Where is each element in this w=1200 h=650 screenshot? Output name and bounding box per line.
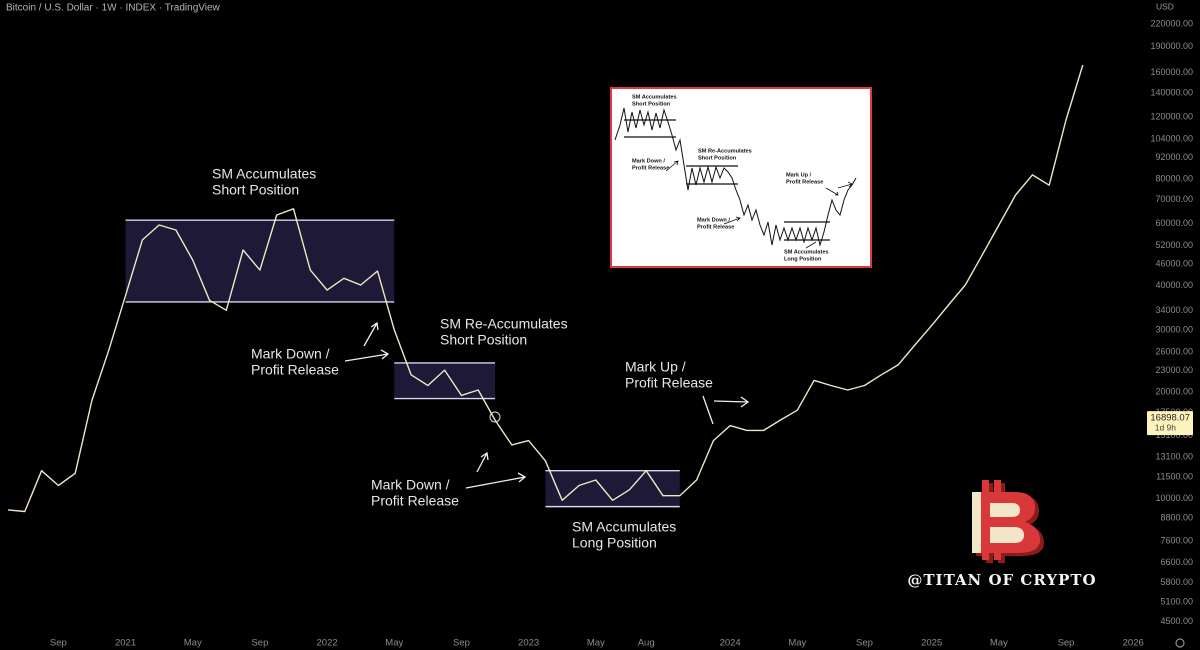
y-tick-label: 120000.00 [1150,111,1193,121]
zone-label: Long Position [572,535,657,551]
inset-frame [610,87,872,268]
price-label: 16898.07 [1150,413,1190,424]
y-tick-label: 46000.00 [1155,259,1193,269]
inset-label: Profit Release [697,224,734,230]
x-tick-label: Sep [1058,638,1075,649]
logo [972,480,1044,563]
settings-icon [1175,638,1185,648]
x-tick-label: 2024 [720,638,741,649]
x-tick-label: May [587,638,605,649]
inset-label: Short Position [632,101,671,107]
zone-label: SM Re-Accumulates [440,316,568,332]
x-tick-label: May [990,638,1008,649]
y-tick-label: 5100.00 [1160,597,1193,607]
y-tick-label: 34000.00 [1155,305,1193,315]
zone-label: Short Position [440,332,527,348]
y-tick-label: 140000.00 [1150,88,1193,98]
y-tick-label: 20000.00 [1155,387,1193,397]
y-tick-label: 80000.00 [1155,174,1193,184]
y-tick-label: 160000.00 [1150,67,1193,77]
x-tick-label: Sep [856,638,873,649]
y-tick-label: 190000.00 [1150,41,1193,51]
plot-layer [7,64,1084,513]
y-tick-label: 7600.00 [1160,535,1193,545]
zone-label: Short Position [212,182,299,198]
x-tick-label: 2021 [115,638,136,649]
x-tick-label: May [184,638,202,649]
chart-title: Bitcoin / U.S. Dollar · 1W · INDEX · Tra… [6,3,221,14]
inset-arrow [665,160,679,172]
annotation: Mark Up / [625,359,686,375]
zone-label: SM Accumulates [212,166,316,182]
inset-label: Long Position [784,256,822,262]
y-tick-label: 11500.00 [1156,472,1193,482]
arrow [465,472,527,489]
inset-arrow [837,181,853,189]
y-tick-label: 52000.00 [1155,240,1193,250]
inset: SM Accumulates Short Position SM Re-Accu… [610,87,872,268]
price-line [7,64,1084,513]
arrow [344,349,390,362]
zones-layer [125,219,680,508]
x-tick-label: 2025 [921,638,942,649]
countdown-label: 1d 9h [1155,422,1177,432]
watermark: @TITAN OF CRYPTO [907,571,1096,589]
y-tick-label: 60000.00 [1155,218,1193,228]
annotation: Mark Down / [251,346,330,362]
inset-label: Profit Release [632,165,669,171]
inset-arrow [723,216,741,225]
y-tick-label: 5800.00 [1160,577,1193,587]
inset-label: Profit Release [786,179,823,185]
x-tick-label: May [385,638,403,649]
inset-label: SM Re-Accumulates [698,148,752,154]
inset-label: Short Position [698,155,737,161]
x-tick-label: 2022 [317,638,338,649]
zone-label: SM Accumulates [572,519,676,535]
axis-layer: 220000.00 190000.00 160000.00 140000.00 1200… [50,18,1193,649]
y-tick-label: 4500.00 [1160,616,1193,626]
y-tick-label: 92000.00 [1155,152,1193,162]
y-tick-label: 104000.00 [1150,133,1193,143]
x-tick-label: Sep [251,638,268,649]
y-tick-label: 70000.00 [1155,194,1193,204]
inset-line [614,107,857,247]
x-tick-label: 2023 [518,638,539,649]
annotation: Profit Release [251,362,339,378]
y-tick-label: 6600.00 [1160,557,1193,567]
inset-label: Mark Down / [632,158,665,164]
annotation: Profit Release [371,493,459,509]
y-tick-label: 220000.00 [1150,18,1193,28]
x-tick-label: 2026 [1123,638,1144,649]
x-tick-label: Aug [638,638,655,649]
arrow [702,395,750,425]
zone [394,362,496,399]
y-tick-label: 30000.00 [1155,324,1193,334]
zone [545,470,680,507]
x-tick-label: May [788,638,806,649]
zone [125,220,395,302]
x-tick-label: Sep [50,638,67,649]
currency-label: USD [1156,1,1174,11]
y-tick-label: 23000.00 [1155,365,1193,375]
y-tick-label: 26000.00 [1155,346,1193,356]
y-tick-label: 8800.00 [1160,513,1193,523]
inset-arrow [825,187,839,196]
price-label-box [1147,411,1193,436]
inset-label: Mark Down / [697,217,730,223]
arrow [476,451,489,473]
annotation: Profit Release [625,375,713,391]
y-tick-label: 10000.00 [1155,493,1193,503]
arrows [344,321,750,489]
annotation: Mark Down / [371,477,450,493]
inset-label: SM Accumulates [784,249,829,255]
inset-label: Mark Up / [786,172,812,178]
inset-arrow [805,241,817,249]
y-tick-label: 13100.00 [1155,452,1193,462]
x-tick-label: Sep [453,638,470,649]
inset-label: SM Accumulates [632,94,677,100]
arrow [363,321,379,347]
y-tick-label: 40000.00 [1155,280,1193,290]
marker [489,411,501,423]
